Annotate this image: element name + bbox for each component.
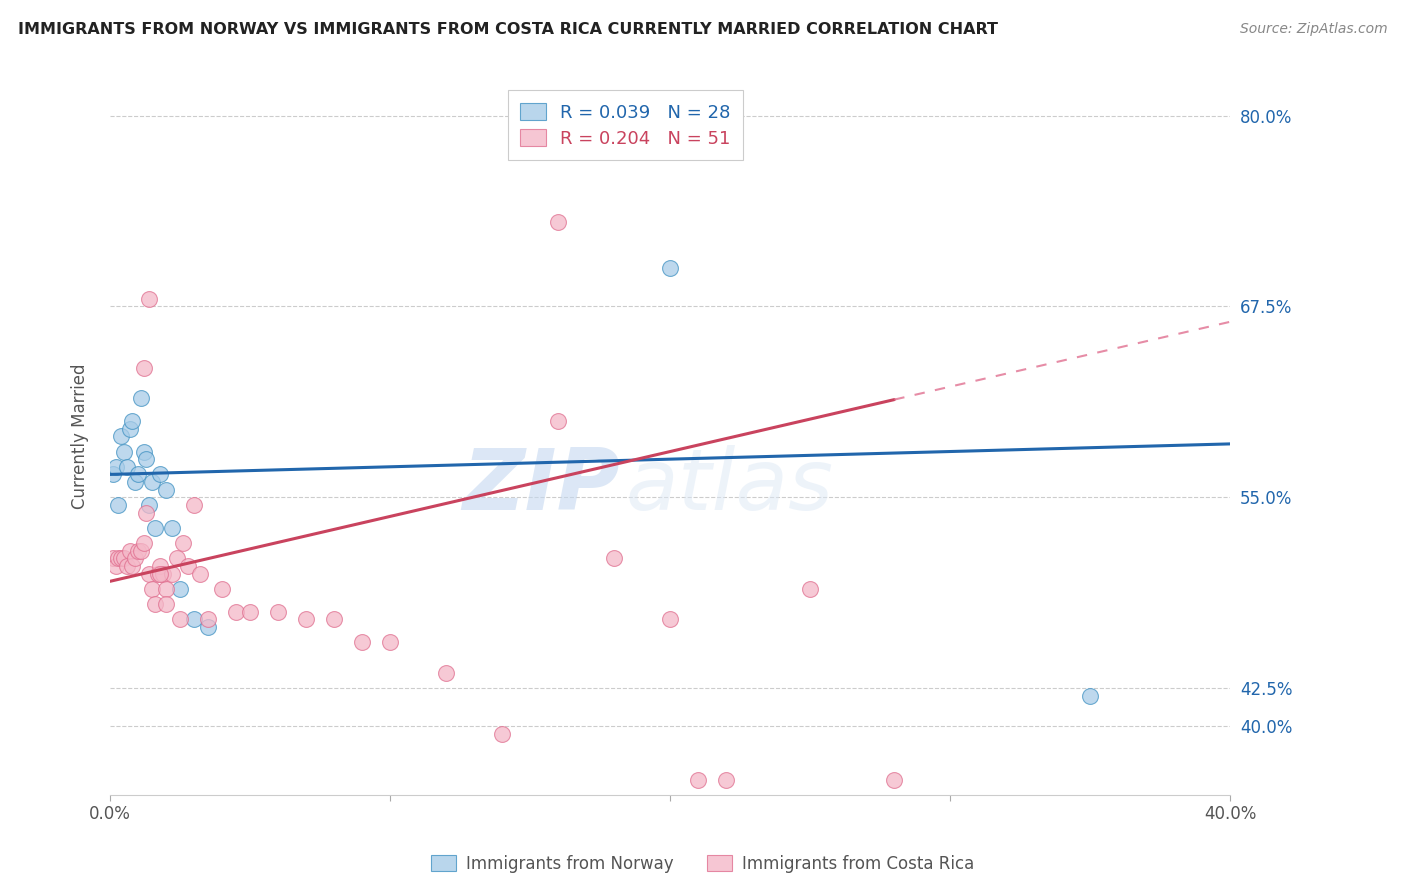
Point [138, 292, 160, 306]
Point [183, 612, 205, 626]
Point [491, 727, 513, 741]
Point [149, 559, 172, 574]
Point [1078, 689, 1101, 703]
Point [132, 360, 155, 375]
Text: Source: ZipAtlas.com: Source: ZipAtlas.com [1240, 22, 1388, 37]
Point [107, 498, 129, 512]
Point [169, 582, 191, 596]
Point [110, 429, 132, 443]
Legend: Immigrants from Norway, Immigrants from Costa Rica: Immigrants from Norway, Immigrants from … [425, 848, 981, 880]
Legend: R = 0.039   N = 28, R = 0.204   N = 51: R = 0.039 N = 28, R = 0.204 N = 51 [508, 90, 744, 161]
Point [149, 566, 172, 581]
Point [127, 543, 149, 558]
Point [239, 605, 262, 619]
Point [107, 551, 129, 566]
Point [118, 543, 141, 558]
Point [378, 635, 401, 649]
Point [132, 444, 155, 458]
Point [799, 582, 821, 596]
Point [603, 551, 626, 566]
Point [295, 612, 318, 626]
Point [146, 566, 169, 581]
Point [155, 597, 177, 611]
Point [172, 536, 194, 550]
Point [323, 612, 346, 626]
Point [434, 665, 457, 680]
Point [115, 459, 138, 474]
Point [716, 772, 738, 787]
Point [659, 261, 682, 276]
Point [112, 551, 135, 566]
Point [183, 498, 205, 512]
Point [143, 521, 166, 535]
Point [135, 452, 157, 467]
Point [121, 559, 143, 574]
Point [166, 551, 188, 566]
Point [197, 612, 219, 626]
Point [124, 551, 146, 566]
Point [115, 559, 138, 574]
Point [169, 612, 191, 626]
Point [112, 444, 135, 458]
Point [352, 635, 374, 649]
Point [118, 422, 141, 436]
Point [141, 475, 163, 489]
Point [104, 459, 127, 474]
Point [155, 582, 177, 596]
Point [138, 498, 160, 512]
Point [547, 414, 569, 428]
Point [104, 559, 127, 574]
Point [188, 566, 211, 581]
Point [177, 559, 200, 574]
Point [688, 772, 710, 787]
Point [143, 597, 166, 611]
Point [160, 566, 183, 581]
Point [659, 612, 682, 626]
Point [129, 391, 152, 405]
Point [225, 605, 247, 619]
Point [267, 605, 290, 619]
Point [883, 772, 905, 787]
Text: atlas: atlas [626, 445, 834, 528]
Point [121, 414, 143, 428]
Point [547, 215, 569, 229]
Point [141, 582, 163, 596]
Point [101, 467, 124, 482]
Point [101, 551, 124, 566]
Point [211, 582, 233, 596]
Point [160, 521, 183, 535]
Y-axis label: Currently Married: Currently Married [72, 364, 89, 509]
Point [197, 620, 219, 634]
Point [129, 543, 152, 558]
Point [149, 467, 172, 482]
Point [127, 467, 149, 482]
Point [135, 506, 157, 520]
Text: ZIP: ZIP [463, 445, 620, 528]
Point [155, 483, 177, 497]
Point [124, 475, 146, 489]
Text: IMMIGRANTS FROM NORWAY VS IMMIGRANTS FROM COSTA RICA CURRENTLY MARRIED CORRELATI: IMMIGRANTS FROM NORWAY VS IMMIGRANTS FRO… [18, 22, 998, 37]
Point [138, 566, 160, 581]
Point [152, 566, 174, 581]
Point [110, 551, 132, 566]
Point [132, 536, 155, 550]
